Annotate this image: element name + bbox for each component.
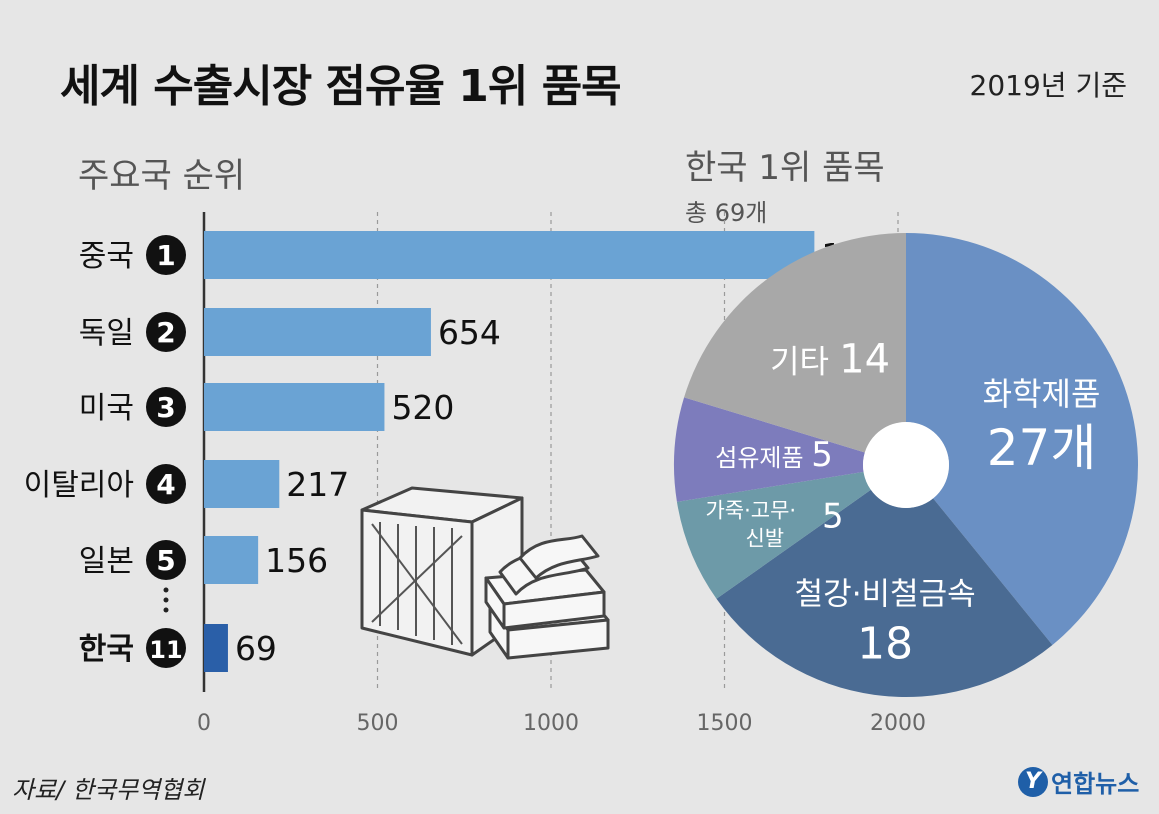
bar-chart-title: 주요국 순위 <box>78 156 246 196</box>
x-tick-label: 0 <box>197 711 211 736</box>
category-label: 미국 <box>79 391 134 426</box>
bar-4 <box>204 460 280 508</box>
slice-label: 신발 <box>745 526 784 550</box>
rank-badge <box>146 235 186 275</box>
slice-value: 18 <box>857 619 913 670</box>
value-label: 69 <box>235 629 277 668</box>
pie-slice-5 <box>684 233 906 453</box>
x-tick-label: 1000 <box>523 711 579 736</box>
category-label: 독일 <box>79 316 134 351</box>
slice-label: 섬유제품 5 <box>715 435 833 475</box>
pie-slice-1 <box>906 233 1138 645</box>
logo: Y 연합뉴스 <box>1018 764 1139 799</box>
ellipsis-dot <box>163 587 169 593</box>
slice-value: 27개 <box>987 419 1097 477</box>
rank-number: 3 <box>156 391 175 424</box>
rank-number: 1 <box>156 239 175 272</box>
pie-slice-4 <box>673 397 865 502</box>
slice-value: 5 <box>822 496 844 536</box>
rank-number: 5 <box>156 544 175 577</box>
value-label: 654 <box>438 313 501 352</box>
source-credit: 자료/ 한국무역협회 <box>12 776 205 804</box>
logo-mark: Y <box>1018 766 1048 797</box>
slice-label: 가죽·고무· <box>705 498 796 522</box>
pie-chart-subtitle: 총 69개 <box>685 199 768 227</box>
donut-hole <box>863 422 949 508</box>
basis-date: 2019년 기준 <box>969 69 1127 102</box>
category-label: 일본 <box>79 544 134 579</box>
category-label: 이탈리아 <box>24 468 134 503</box>
rank-number: 2 <box>156 316 175 349</box>
rank-badge <box>146 312 186 352</box>
ellipsis-dot <box>163 607 169 613</box>
bar-3 <box>204 383 385 431</box>
crate-and-money-icon <box>360 486 610 660</box>
value-label: 217 <box>286 465 349 504</box>
rank-number: 4 <box>156 468 175 501</box>
rank-badge <box>146 464 186 504</box>
x-tick-label: 500 <box>357 711 399 736</box>
rank-badge <box>146 540 186 580</box>
rank-badge <box>146 628 186 668</box>
rank-number: 11 <box>149 636 182 664</box>
bar-2 <box>204 308 431 356</box>
pie-slice-2 <box>716 489 1053 697</box>
value-label: 520 <box>391 388 454 427</box>
slice-label: 기타 14 <box>770 336 890 382</box>
bar-1 <box>204 231 815 279</box>
x-tick-label: 1500 <box>697 711 753 736</box>
bar-5 <box>204 536 259 584</box>
pie-chart-title: 한국 1위 품목 <box>685 148 885 188</box>
rank-badge <box>146 387 186 427</box>
x-tick-label: 2000 <box>870 711 926 736</box>
slice-label: 철강·비철금속 <box>795 577 976 613</box>
slice-label: 화학제품 <box>983 375 1101 413</box>
logo-text: 연합뉴스 <box>1051 770 1140 798</box>
bar-6 <box>204 624 228 672</box>
ellipsis-dot <box>163 597 169 603</box>
category-label: 한국 <box>79 632 134 667</box>
page-title: 세계 수출시장 점유율 1위 품목 <box>60 61 622 112</box>
value-label: 156 <box>265 541 328 580</box>
category-label: 중국 <box>79 239 134 274</box>
pie-slice-3 <box>676 471 871 599</box>
